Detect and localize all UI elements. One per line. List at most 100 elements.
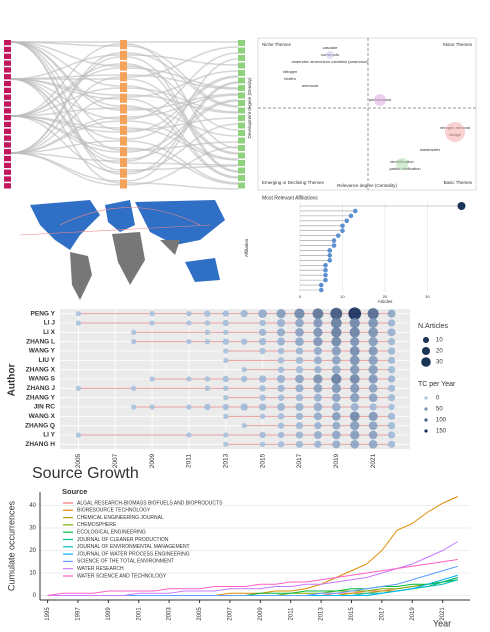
point xyxy=(387,422,396,430)
point xyxy=(222,310,229,317)
land xyxy=(70,252,92,300)
point xyxy=(368,393,378,402)
point xyxy=(259,347,266,355)
point xyxy=(277,366,285,373)
point xyxy=(387,356,396,364)
legend-label: SCIENCE OF THE TOTAL ENVIRONMENT xyxy=(77,559,174,565)
flow xyxy=(126,70,239,98)
point xyxy=(331,356,341,365)
point xyxy=(277,328,286,337)
node xyxy=(238,130,245,136)
dot xyxy=(340,223,345,229)
y-tick-label: ZHANG X xyxy=(26,366,56,373)
quadrant-label: Emerging or Declining Themes xyxy=(262,180,324,185)
point xyxy=(350,393,360,403)
point xyxy=(186,432,192,438)
point xyxy=(313,337,323,347)
point xyxy=(277,357,285,364)
flow xyxy=(10,41,121,131)
legend-label: CHEMOSPHERE xyxy=(77,522,117,528)
node xyxy=(238,100,245,106)
node xyxy=(4,67,11,73)
flow xyxy=(126,99,239,153)
point xyxy=(295,384,304,393)
node xyxy=(120,40,127,50)
node xyxy=(4,80,11,87)
x-tick-label: 2019 xyxy=(333,453,340,468)
node xyxy=(120,82,127,93)
node xyxy=(120,72,127,82)
legend-label: 20 xyxy=(436,349,443,355)
cluster-bubble xyxy=(445,122,465,142)
point xyxy=(387,375,396,383)
point xyxy=(277,375,286,383)
cluster-bubble xyxy=(326,51,334,59)
point xyxy=(223,432,229,438)
point xyxy=(259,413,266,419)
legend-label: JOURNAL OF CLEANER PRODUCTION xyxy=(77,537,169,543)
point xyxy=(330,307,343,320)
land xyxy=(135,200,225,245)
point xyxy=(314,422,322,430)
point xyxy=(222,319,229,327)
point xyxy=(331,373,342,385)
land xyxy=(30,200,100,250)
x-tick-label: 2011 xyxy=(186,454,193,468)
dot xyxy=(331,243,337,248)
legend-label: 30 xyxy=(436,360,443,366)
point xyxy=(349,411,360,422)
flow xyxy=(126,56,239,172)
flow xyxy=(126,52,239,120)
point xyxy=(259,394,266,401)
node xyxy=(4,162,11,169)
point xyxy=(295,422,304,430)
x-tick-label: 1995 xyxy=(45,607,51,621)
x-tick-label: 2021 xyxy=(370,453,377,468)
point xyxy=(313,318,323,328)
point xyxy=(387,384,396,392)
flow xyxy=(10,78,121,100)
node xyxy=(238,55,245,61)
node xyxy=(238,70,245,76)
point xyxy=(75,311,82,317)
land xyxy=(185,258,220,282)
point xyxy=(204,329,211,335)
flow xyxy=(10,78,121,164)
point xyxy=(131,329,137,335)
point xyxy=(223,441,229,447)
legend-key xyxy=(424,407,428,411)
node xyxy=(4,115,11,121)
legend-title: Source xyxy=(62,487,87,496)
point xyxy=(350,440,360,449)
node xyxy=(120,125,127,135)
axis-label: Year xyxy=(433,618,451,628)
node xyxy=(238,115,245,121)
flow xyxy=(10,41,121,111)
y-tick-label: WANG X xyxy=(29,413,56,420)
point xyxy=(368,337,378,347)
flow xyxy=(126,146,239,186)
point xyxy=(295,318,304,328)
dot xyxy=(323,262,328,268)
point xyxy=(223,357,229,363)
dot xyxy=(318,287,324,293)
point xyxy=(368,318,379,328)
flow xyxy=(10,115,121,133)
point xyxy=(241,423,247,429)
point xyxy=(312,308,324,320)
node xyxy=(238,77,245,84)
point xyxy=(313,402,323,412)
flow xyxy=(126,120,239,160)
node xyxy=(120,50,127,60)
legend-title: TC per Year xyxy=(418,381,456,388)
flow xyxy=(126,98,239,178)
quadrant-label: Niche Themes xyxy=(262,42,292,47)
point xyxy=(388,403,395,411)
point xyxy=(75,320,82,326)
axis-label: Relevance degree (Centrality) xyxy=(337,183,397,188)
point xyxy=(332,440,341,449)
x-tick-label: 2011 xyxy=(288,607,294,621)
cluster-label: biofilm xyxy=(284,76,296,81)
x-tick-label: 2003 xyxy=(167,607,173,621)
point xyxy=(313,412,322,421)
